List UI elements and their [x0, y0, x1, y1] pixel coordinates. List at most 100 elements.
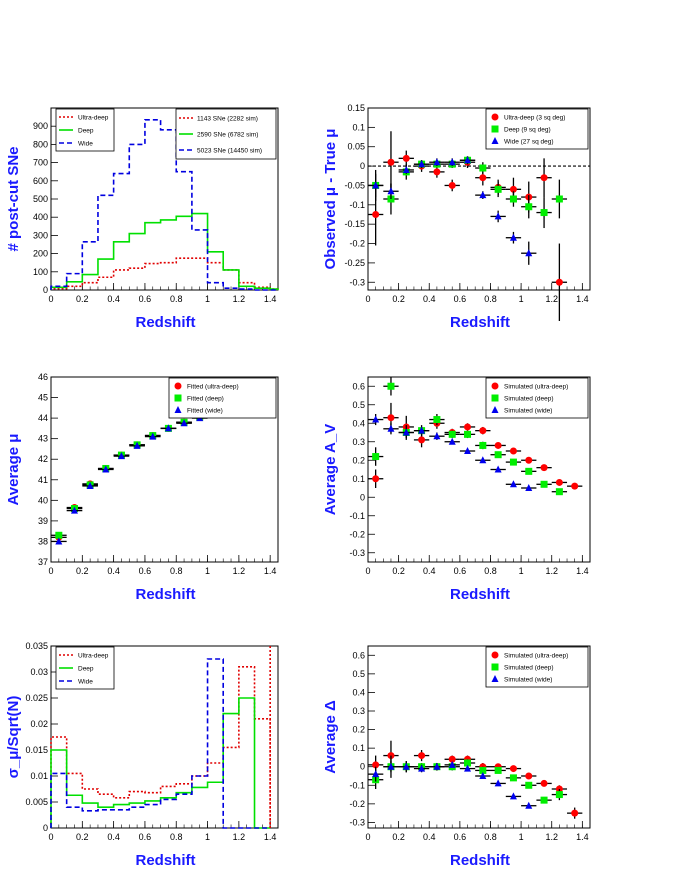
x-tick-label: 0.8 — [484, 566, 497, 576]
x-tick-label: 0.8 — [170, 832, 183, 842]
legend-left: Ultra-deep Deep Wide — [55, 646, 115, 690]
data-point — [509, 480, 517, 488]
data-point — [70, 506, 78, 514]
x-tick-label: 1.4 — [264, 832, 277, 842]
legend-left: Ultra-deep Deep Wide — [55, 108, 115, 152]
legend: Ultra-deep (3 sq deg) Deep (9 sq deg) Wide… — [485, 108, 589, 150]
legend-label: 1143 SNe (2282 sim) — [197, 116, 258, 123]
y-tick-label: 0 — [43, 285, 48, 295]
y-tick-label: 0.15 — [347, 103, 365, 113]
data-point — [464, 764, 472, 772]
data-point — [418, 752, 426, 760]
y-tick-label: 0.4 — [352, 687, 365, 697]
y-tick-label: 41 — [38, 475, 48, 485]
data-point — [55, 531, 63, 539]
x-axis-title: Redshift — [450, 314, 510, 331]
data-point — [555, 478, 563, 486]
data-point — [479, 441, 487, 449]
data-point — [448, 430, 456, 438]
plot-frame — [50, 645, 279, 829]
data-point — [479, 174, 487, 182]
legend-marker — [491, 406, 499, 413]
y-tick-label: -0.3 — [349, 548, 365, 558]
data-point — [418, 160, 426, 168]
data-point — [540, 209, 548, 217]
x-tick-label: 0 — [48, 566, 53, 576]
legend-marker — [491, 113, 499, 121]
data-point — [433, 158, 441, 166]
data-point — [464, 430, 472, 438]
data-point — [464, 759, 472, 767]
data-point — [540, 480, 548, 488]
data-point — [149, 432, 157, 440]
data-point — [372, 475, 380, 483]
data-point — [387, 158, 395, 166]
y-tick-label: 0.3 — [352, 437, 365, 447]
plot-frame — [367, 645, 591, 829]
y-tick-label: 0.6 — [352, 381, 365, 391]
y-tick-label: 0.6 — [352, 650, 365, 660]
data-point — [479, 766, 487, 774]
y-tick-label: 42 — [38, 454, 48, 464]
x-tick-label: 1 — [519, 566, 524, 576]
y-tick-label: 300 — [33, 230, 48, 240]
data-point — [494, 465, 502, 473]
y-tick-label: 0 — [360, 762, 365, 772]
panel-p1: 0 0.2 0.4 0.6 0.8 1 1.2 1.4 0 100 200 300 400 500 600 7… — [5, 107, 279, 331]
data-point — [525, 772, 533, 780]
legend-marker — [174, 382, 182, 390]
legend: Fitted (ultra-deep) Fitted (deep) Fitted (… — [168, 377, 277, 419]
data-point — [448, 755, 456, 763]
data-point — [509, 792, 517, 800]
series-square — [368, 755, 568, 804]
data-point — [372, 453, 380, 461]
data-point — [509, 195, 517, 203]
data-point — [525, 801, 533, 809]
data-point — [402, 154, 410, 162]
legend-marker — [491, 675, 499, 682]
legend-box — [485, 646, 589, 688]
data-point — [433, 168, 441, 176]
legend-label: Simulated (deep) — [504, 665, 554, 672]
data-point — [402, 762, 410, 770]
data-point — [571, 809, 579, 817]
x-tick-label: 1.2 — [545, 832, 558, 842]
x-tick-label: 0.2 — [392, 832, 405, 842]
legend-label: Wide (27 sq deg) — [504, 139, 554, 146]
y-tick-label: 45 — [38, 393, 48, 403]
x-tick-label: 0.4 — [423, 832, 436, 842]
data-point — [164, 424, 172, 432]
data-point — [509, 185, 517, 193]
y-tick-label: 0.5 — [352, 669, 365, 679]
data-point — [402, 428, 410, 436]
data-point — [372, 181, 380, 189]
y-tick-label: 0.015 — [25, 745, 48, 755]
plot-frame — [367, 376, 591, 563]
y-tick-label: 40 — [38, 495, 48, 505]
data-point — [479, 191, 487, 199]
x-tick-label: 1.4 — [576, 832, 589, 842]
data-point — [387, 414, 395, 422]
y-tick-label: -0.15 — [344, 219, 365, 229]
data-point — [555, 278, 563, 286]
data-point — [540, 464, 548, 472]
legend-label: Fitted (ultra-deep) — [187, 384, 239, 391]
data-point — [494, 779, 502, 787]
legend-marker — [491, 394, 499, 402]
y-tick-label: -0.1 — [349, 780, 365, 790]
data-point — [402, 165, 410, 173]
legend-marker — [491, 137, 499, 144]
data-point — [479, 772, 487, 779]
x-tick-label: 0.6 — [139, 294, 152, 304]
y-tick-label: 0 — [43, 823, 48, 833]
x-tick-label: 0.2 — [76, 566, 89, 576]
legend-marker — [174, 406, 182, 413]
legend-label: Wide — [78, 141, 93, 148]
x-tick-label: 0.6 — [454, 566, 467, 576]
y-tick-label: 0.2 — [352, 455, 365, 465]
x-tick-label: 1 — [205, 294, 210, 304]
histogram-series-deep — [50, 697, 271, 829]
x-tick-label: 1.2 — [545, 566, 558, 576]
panel-p6: 0 0.2 0.4 0.6 0.8 1 1.2 1.4 -0.3 -0.2 -0.1 0 0.1 0.2 0… — [322, 645, 591, 869]
legend-label: Simulated (ultra-deep) — [504, 384, 568, 391]
